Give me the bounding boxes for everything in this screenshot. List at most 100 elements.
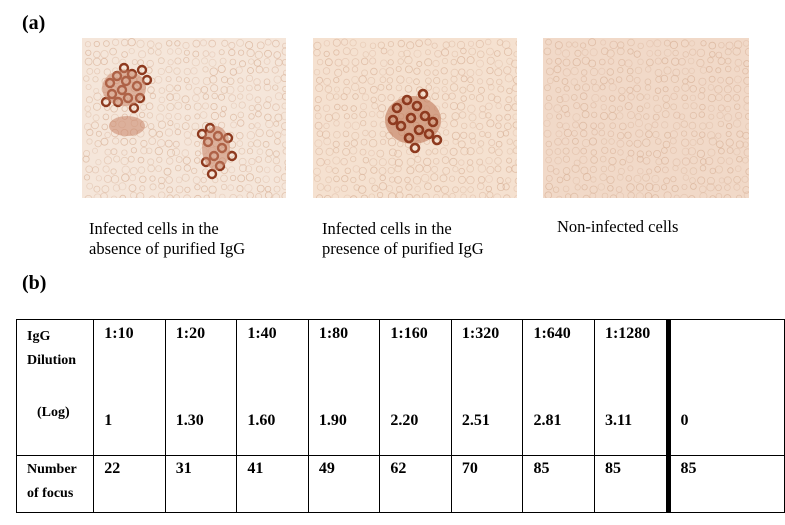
background-cell: [386, 77, 394, 84]
background-cell: [625, 155, 634, 164]
background-cell: [726, 147, 734, 154]
background-cell: [589, 165, 598, 174]
background-cell: [554, 41, 563, 50]
background-cell: [102, 113, 110, 121]
background-cell: [680, 167, 688, 175]
background-cell: [687, 57, 695, 65]
background-cell: [661, 110, 670, 118]
background-cell: [280, 111, 286, 121]
background-cell: [379, 174, 386, 182]
background-cell: [333, 93, 340, 100]
background-cell: [342, 86, 351, 95]
background-cell: [110, 175, 120, 184]
background-cell: [609, 194, 618, 198]
background-cell: [184, 137, 192, 146]
background-cell: [562, 185, 570, 193]
background-cell: [570, 66, 579, 76]
background-cell: [637, 167, 644, 175]
background-cell: [458, 68, 466, 76]
background-cell: [343, 78, 350, 86]
background-cell: [103, 40, 110, 47]
background-cell: [725, 76, 734, 85]
background-cell: [682, 174, 690, 181]
background-cell: [466, 147, 475, 156]
background-cell: [387, 94, 395, 102]
background-cell: [484, 131, 492, 139]
background-cell: [221, 39, 229, 47]
background-cell: [742, 186, 749, 194]
background-cell: [672, 49, 679, 57]
background-cell: [441, 102, 449, 109]
caption-line: absence of purified IgG: [89, 239, 246, 258]
background-cell: [334, 58, 343, 67]
background-cell: [227, 131, 235, 140]
background-cell: [406, 157, 416, 167]
background-cell: [131, 59, 138, 66]
background-cell: [572, 58, 581, 67]
background-cell: [181, 122, 190, 130]
background-cell: [351, 82, 360, 92]
caption-infected-no-igg: Infected cells in the absence of purifie…: [89, 219, 309, 259]
background-cell: [448, 92, 456, 100]
background-cell: [315, 84, 324, 93]
background-cell: [504, 122, 512, 131]
background-cell: [377, 41, 385, 49]
background-cell: [185, 83, 193, 91]
background-cell: [200, 177, 207, 184]
background-cell: [281, 47, 286, 56]
background-cell: [172, 92, 181, 101]
background-cell: [255, 110, 262, 118]
background-cell: [148, 128, 157, 137]
background-cell: [173, 194, 180, 198]
background-cell: [165, 65, 173, 74]
background-cell: [92, 76, 99, 83]
background-cell: [103, 156, 112, 165]
table-cell: 62: [379, 455, 452, 513]
background-cell: [552, 186, 560, 193]
background-cell: [469, 194, 476, 198]
background-cell: [653, 150, 662, 159]
background-cell: [111, 38, 120, 46]
background-cell: [506, 87, 513, 95]
background-cell: [699, 192, 708, 198]
background-cell: [280, 173, 286, 182]
background-cell: [716, 140, 724, 149]
background-cell: [155, 165, 162, 173]
background-cell: [173, 67, 181, 75]
background-cell: [496, 39, 504, 46]
background-cell: [120, 156, 129, 166]
background-cell: [688, 40, 696, 47]
background-cell: [183, 77, 190, 84]
background-cell: [210, 84, 219, 93]
background-cell: [244, 184, 253, 193]
background-cell: [272, 193, 281, 198]
background-cell: [113, 155, 121, 163]
background-cell: [101, 123, 109, 131]
background-cell: [588, 59, 597, 68]
table-cell: 1:640 2.81: [522, 319, 595, 456]
background-cell: [733, 75, 742, 84]
background-cell: [388, 148, 397, 157]
dilution-value: 1:20: [175, 325, 206, 342]
background-cell: [732, 47, 741, 56]
background-cell: [646, 168, 653, 175]
background-cell: [255, 156, 263, 163]
background-cell: [734, 66, 741, 73]
background-cell: [707, 131, 716, 140]
background-cell: [545, 174, 553, 182]
caption-line: Infected cells in the: [89, 219, 219, 238]
background-cell: [273, 51, 282, 59]
background-cell: [663, 66, 672, 75]
background-cell: [158, 182, 165, 190]
background-cell: [705, 121, 714, 130]
background-cell: [199, 111, 208, 119]
background-cell: [245, 93, 254, 101]
background-cell: [333, 147, 340, 154]
background-cell: [512, 121, 517, 129]
background-cell: [615, 192, 625, 198]
background-cell: [506, 138, 513, 145]
background-cell: [598, 67, 606, 76]
background-cell: [86, 182, 94, 190]
background-cell: [626, 140, 633, 147]
background-cell: [229, 58, 237, 66]
